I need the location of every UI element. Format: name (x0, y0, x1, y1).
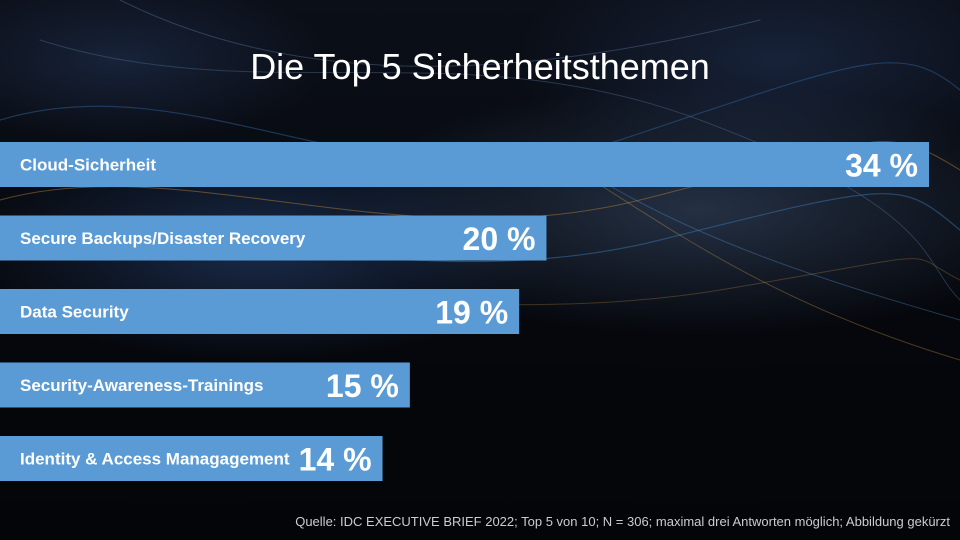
chart-title: Die Top 5 Sicherheitsthemen (250, 46, 710, 87)
source-note: Quelle: IDC EXECUTIVE BRIEF 2022; Top 5 … (295, 514, 950, 529)
bar-1 (0, 215, 547, 261)
bar-3 (0, 362, 410, 408)
bar-2 (0, 289, 520, 334)
bar-label-4: Identity & Access Managagement (20, 450, 290, 469)
bar-value-1: 20 % (463, 221, 536, 257)
bar-label-0: Cloud-Sicherheit (20, 156, 156, 175)
bar-value-4: 14 % (299, 442, 372, 478)
bar-0 (0, 142, 929, 187)
bar-4 (0, 436, 383, 481)
bar-label-2: Data Security (20, 303, 129, 322)
bar-label-1: Secure Backups/Disaster Recovery (20, 229, 306, 248)
bar-value-3: 15 % (326, 368, 399, 404)
bar-value-0: 34 % (845, 148, 918, 184)
bar-value-2: 19 % (435, 295, 508, 331)
bar-label-3: Security-Awareness-Trainings (20, 376, 263, 395)
